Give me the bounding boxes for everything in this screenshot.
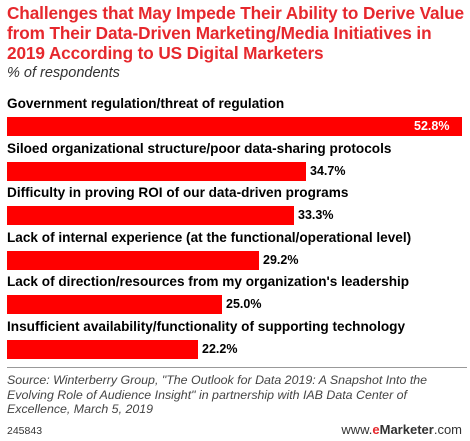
category-label: Difficulty in proving ROI of our data-dr… (7, 185, 349, 201)
value-label: 52.8% (414, 119, 450, 133)
brand-suffix: .com (433, 422, 462, 437)
category-label: Lack of direction/resources from my orga… (7, 274, 410, 290)
bar (7, 161, 306, 181)
bar (7, 206, 294, 226)
brand-prefix: www. (341, 422, 373, 437)
bar (7, 295, 222, 315)
category-label: Siloed organizational structure/poor dat… (7, 140, 392, 156)
bar (7, 340, 198, 359)
value-label: 29.2% (263, 252, 299, 267)
value-label: 25.0% (226, 297, 262, 312)
chart-id: 245843 (7, 425, 43, 437)
category-label: Insufficient availability/functionality … (7, 319, 406, 334)
value-label: 34.7% (310, 163, 346, 178)
bar (7, 250, 259, 270)
chart-title: Challenges that May Impede Their Ability… (7, 3, 464, 63)
value-label: 33.3% (298, 208, 334, 223)
emarketer-logo[interactable]: www.eMarketer.com (341, 423, 462, 437)
source-note: Source: Winterberry Group, "The Outlook … (7, 373, 428, 416)
brand-name: Marketer (379, 422, 434, 437)
value-label: 22.2% (202, 342, 238, 356)
bar (7, 117, 462, 136)
brand-e: e (372, 422, 380, 437)
category-label: Lack of internal experience (at the func… (7, 229, 412, 245)
category-label: Government regulation/threat of regulati… (7, 96, 285, 111)
chart-subtitle: % of respondents (7, 65, 120, 81)
footer-divider (7, 367, 467, 368)
